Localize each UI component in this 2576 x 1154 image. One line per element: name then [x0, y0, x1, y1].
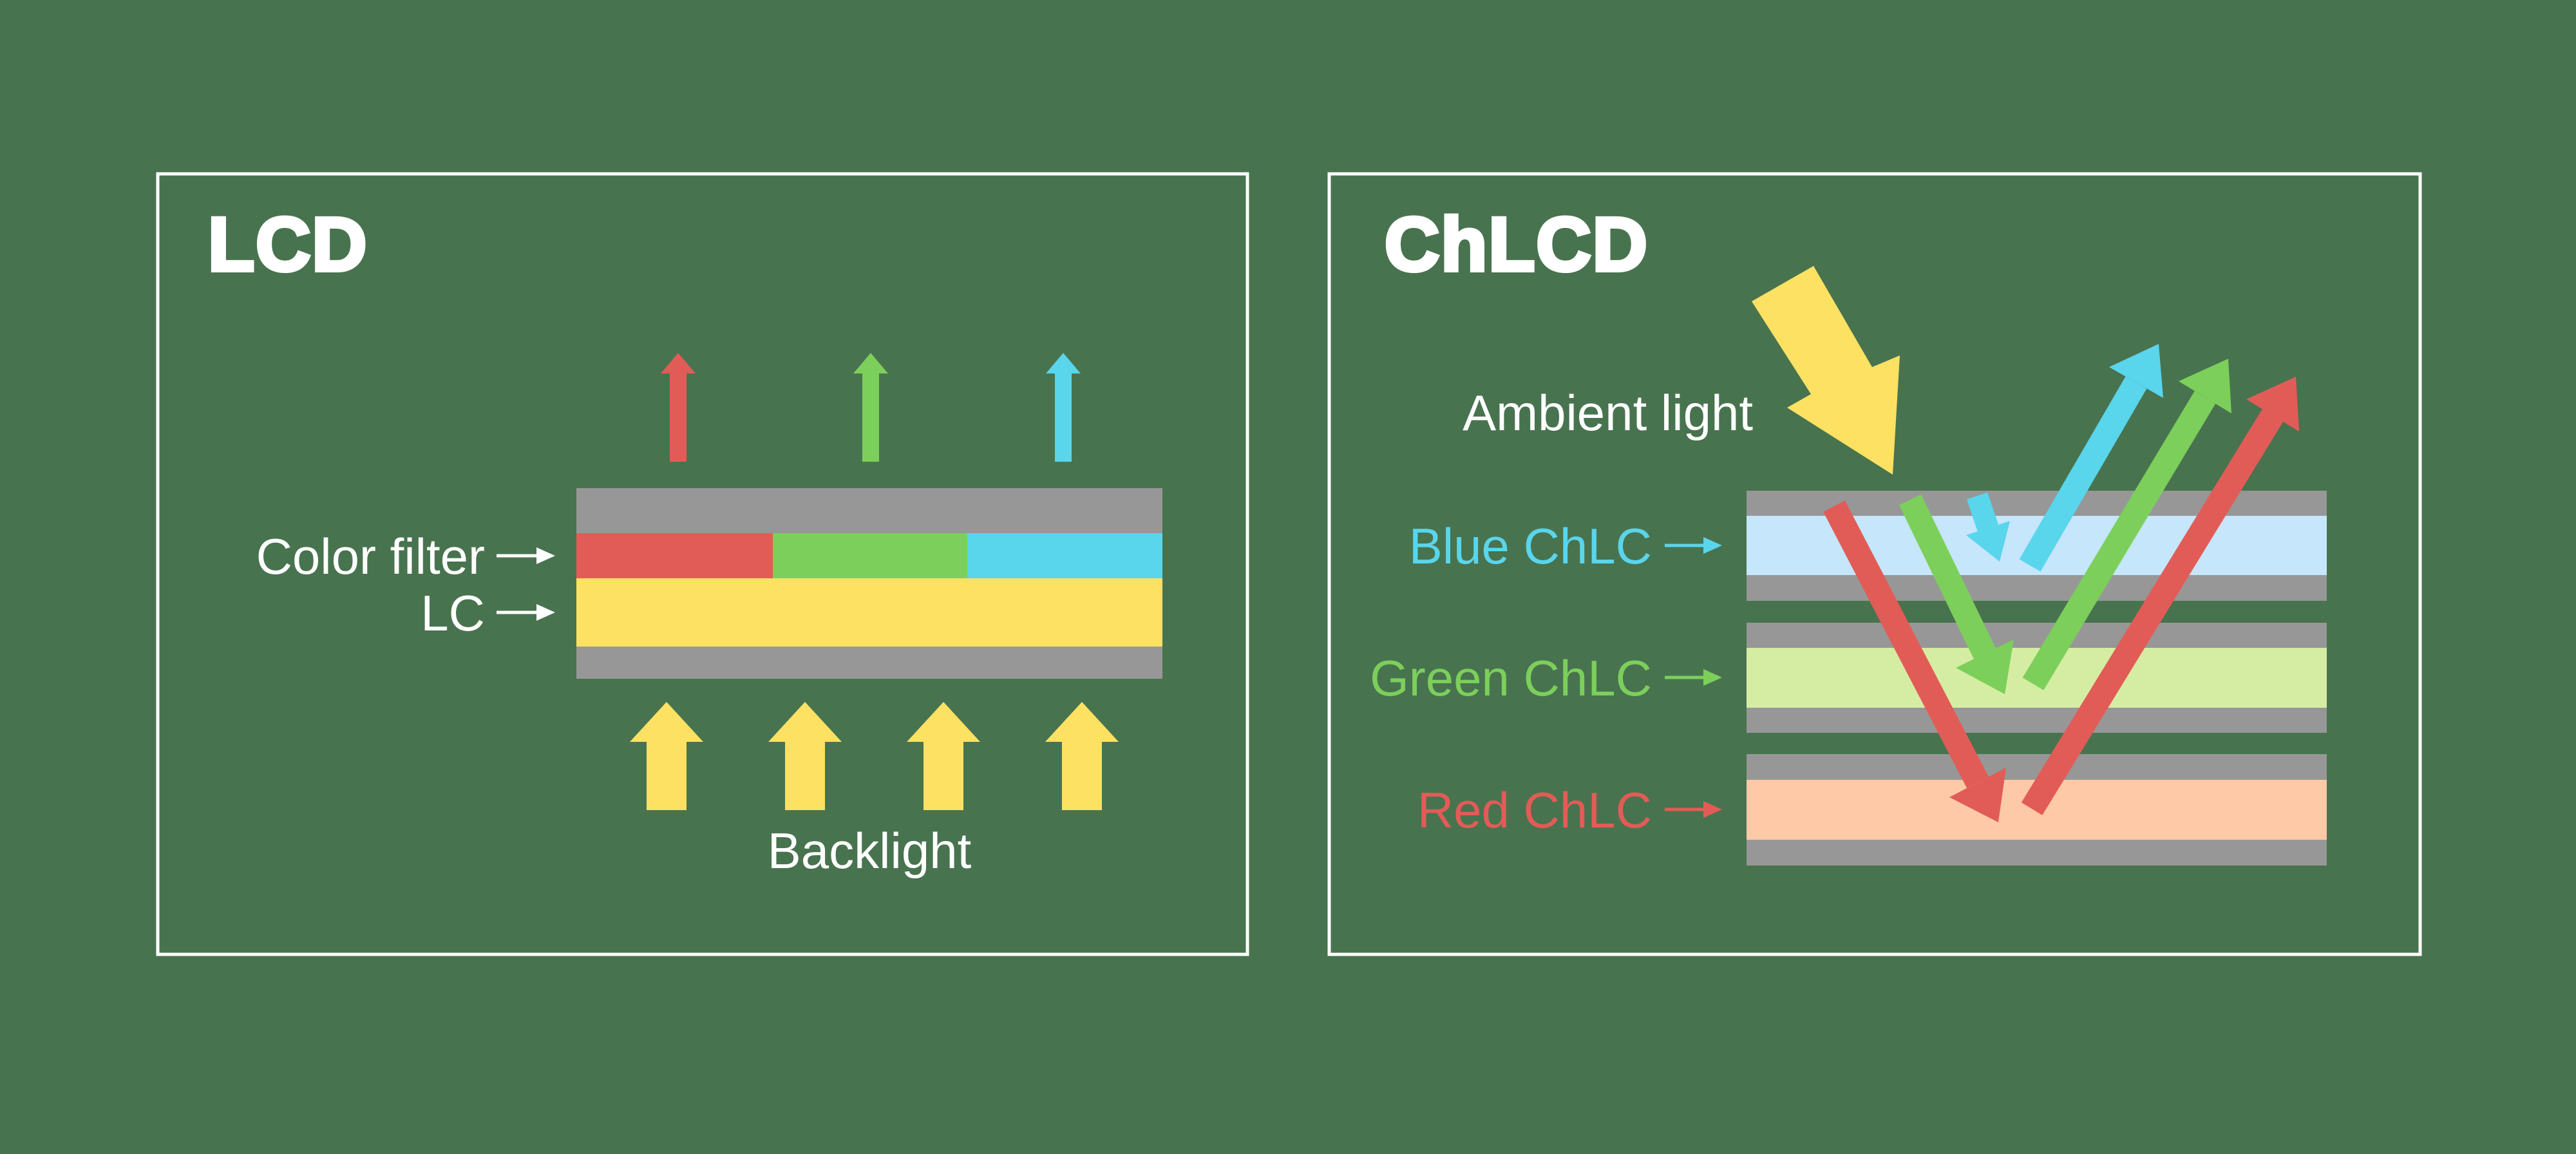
chlcd-title: ChLCD: [1385, 202, 1649, 287]
lc-label: LC: [421, 585, 485, 641]
lcd-layer-stack: [576, 488, 1162, 679]
ambient-light-label: Ambient light: [1463, 384, 1753, 441]
green-emitted-light-arrow: [853, 353, 888, 462]
red-emitted-light-arrow: [661, 353, 696, 462]
lcd-title: LCD: [208, 202, 368, 287]
color-filter-pointer-arrowhead-icon: [536, 547, 555, 564]
lcd-top-glass-layer: [576, 488, 1162, 533]
green-reflected-ray-shaft: [2022, 391, 2216, 690]
red-stack-top-glass: [1747, 754, 2327, 780]
red-stack-bottom-glass: [1747, 840, 2327, 866]
blue-chlc-label: Blue ChLC: [1409, 518, 1652, 574]
cyan-incoming-ray-arrowhead-icon: [1966, 521, 2010, 562]
green-chlc-label: Green ChLC: [1370, 650, 1652, 706]
backlight-arrow-3: [907, 702, 980, 810]
chlcd-panel-border: [1327, 172, 2422, 956]
color-filter-red-segment: [576, 533, 773, 578]
red-chlc-label: Red ChLC: [1417, 782, 1652, 838]
color-filter-cyan-segment: [967, 533, 1162, 578]
red-incoming-ray-arrowhead-icon: [1949, 768, 2006, 822]
red-reflected-ray-arrowhead-icon: [2246, 377, 2299, 431]
blue-chlc-pointer-arrowhead-icon: [1703, 537, 1722, 554]
backlight-arrows: [630, 702, 1119, 810]
blue-stack-bottom-glass: [1747, 575, 2327, 601]
green-incoming-ray-shaft: [1899, 494, 1996, 659]
green-reflected-ray-arrowhead-icon: [2179, 359, 2231, 413]
cyan-reflected-ray-arrowhead-icon: [2109, 344, 2163, 398]
red-chlc-pointer-arrowhead-icon: [1703, 801, 1722, 818]
chlcd-panel: ChLCD Ambient light Blue ChLC Green ChLC…: [1327, 172, 2422, 956]
cyan-incoming-ray-shaft: [1966, 492, 1999, 532]
lc-layer: [576, 578, 1162, 647]
backlight-arrow-2: [768, 702, 842, 810]
lcd-panel: LCD Color filter LC Backlight: [156, 172, 1249, 956]
backlight-arrow-4: [1045, 702, 1119, 810]
green-stack-top-glass: [1747, 623, 2327, 648]
backlight-label: Backlight: [768, 822, 972, 879]
cyan-emitted-light-arrow: [1046, 353, 1081, 462]
ambient-light-arrow: [1752, 266, 1900, 475]
color-filter-label: Color filter: [256, 528, 485, 585]
cyan-reflected-ray-shaft: [2019, 376, 2147, 572]
red-incoming-ray-shaft: [1823, 500, 1989, 788]
backlight-arrow-1: [630, 702, 703, 810]
color-filter-green-segment: [773, 533, 967, 578]
lcd-panel-border: [156, 172, 1249, 956]
green-chlc-pointer-arrowhead-icon: [1703, 669, 1722, 686]
red-reflected-ray-shaft: [2021, 409, 2284, 815]
lcd-bottom-glass-layer: [576, 647, 1162, 679]
green-stack-bottom-glass: [1747, 708, 2327, 733]
lc-pointer-arrowhead-icon: [536, 604, 555, 621]
green-incoming-ray-arrowhead-icon: [1956, 639, 2014, 694]
